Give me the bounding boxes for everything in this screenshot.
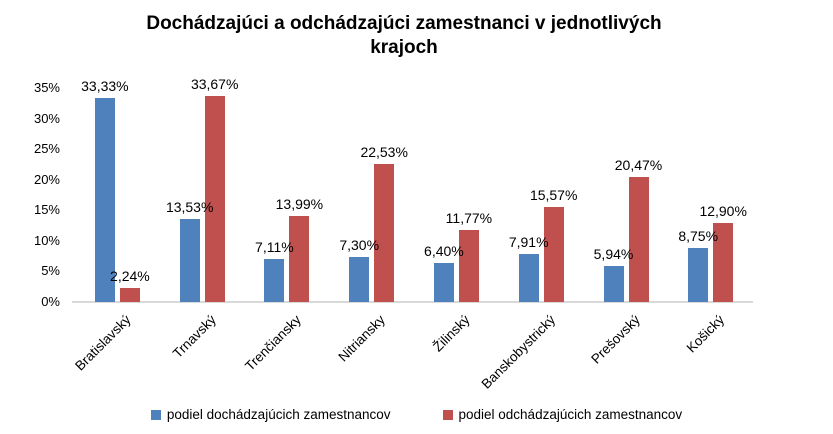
y-axis-tick-label: 30% [33,110,60,126]
bar-odchadzajuci [374,164,395,302]
x-axis-category-label: Trnavský [169,312,219,361]
bar-odchadzajuci [713,223,734,302]
data-label: 11,77% [445,210,493,226]
bar-dochadzajuci [518,254,539,302]
data-label: 7,91% [508,234,549,250]
bar-dochadzajuci [433,263,454,302]
x-axis-category-label: Košický [683,312,728,356]
y-axis-tick-label: 0% [41,294,60,309]
data-label: 2,24% [110,268,150,284]
bar-odchadzajuci [628,177,649,302]
legend-label: podiel dochádzajúcich zamestnancov [166,407,391,422]
y-axis-tick-label: 35% [33,80,60,95]
data-label: 7,11% [255,239,294,255]
y-axis-tick-label: 25% [33,141,60,157]
data-label: 13,99% [275,196,324,212]
y-axis-tick-label: 5% [41,263,60,279]
data-label: 22,53% [360,144,408,160]
bar-odchadzajuci [119,288,140,302]
bar-odchadzajuci [543,207,564,302]
data-label: 8,75% [678,228,719,244]
bar-dochadzajuci [94,98,115,302]
x-axis-category-label: Banskobystrický [478,312,558,392]
x-axis-category-label: Nitriansky [335,312,389,365]
y-axis-tick-label: 15% [33,202,60,218]
data-label: 13,53% [165,199,214,215]
bar-odchadzajuci [289,216,310,302]
data-label: 15,57% [529,187,578,203]
data-label: 7,30% [339,237,380,253]
x-axis-category-label: Bratislavský [72,312,135,374]
x-axis-category-label: Prešovský [587,312,643,367]
bar-odchadzajuci [458,230,479,302]
y-axis-tick-label: 10% [33,232,60,248]
data-label: 33,67% [190,76,239,92]
legend-item-odchadzajuci: podiel odchádzajúcich zamestnancov [442,407,683,422]
bar-odchadzajuci [204,96,225,302]
legend-label: podiel odchádzajúcich zamestnancov [458,407,683,422]
data-label: 12,90% [699,203,747,219]
data-label: 5,94% [593,246,634,262]
legend-swatch-blue-icon [150,409,161,420]
bar-dochadzajuci [349,257,370,302]
data-label: 6,40% [424,243,464,259]
chart-title-line2: krajoch [370,37,438,58]
bar-dochadzajuci [603,266,624,302]
x-axis-line [72,301,753,303]
chart-title: Dochádzajúci a odchádzajúci zamestnanci … [104,12,704,60]
legend: podiel dochádzajúcich zamestnancov podie… [0,407,833,422]
chart-title-line1: Dochádzajúci a odchádzajúci zamestnanci … [146,13,662,34]
legend-item-dochadzajuci: podiel dochádzajúcich zamestnancov [150,407,391,422]
data-label: 20,47% [614,157,663,173]
bar-dochadzajuci [264,259,285,302]
legend-swatch-red-icon [442,409,453,420]
bar-dochadzajuci [179,219,200,302]
y-axis-tick-label: 20% [33,171,60,187]
data-label: 33,33% [81,78,129,94]
x-axis-category-label: Žilinský [430,312,474,355]
x-axis-category-label: Trenčiansky [241,312,304,374]
bar-dochadzajuci [688,248,709,302]
